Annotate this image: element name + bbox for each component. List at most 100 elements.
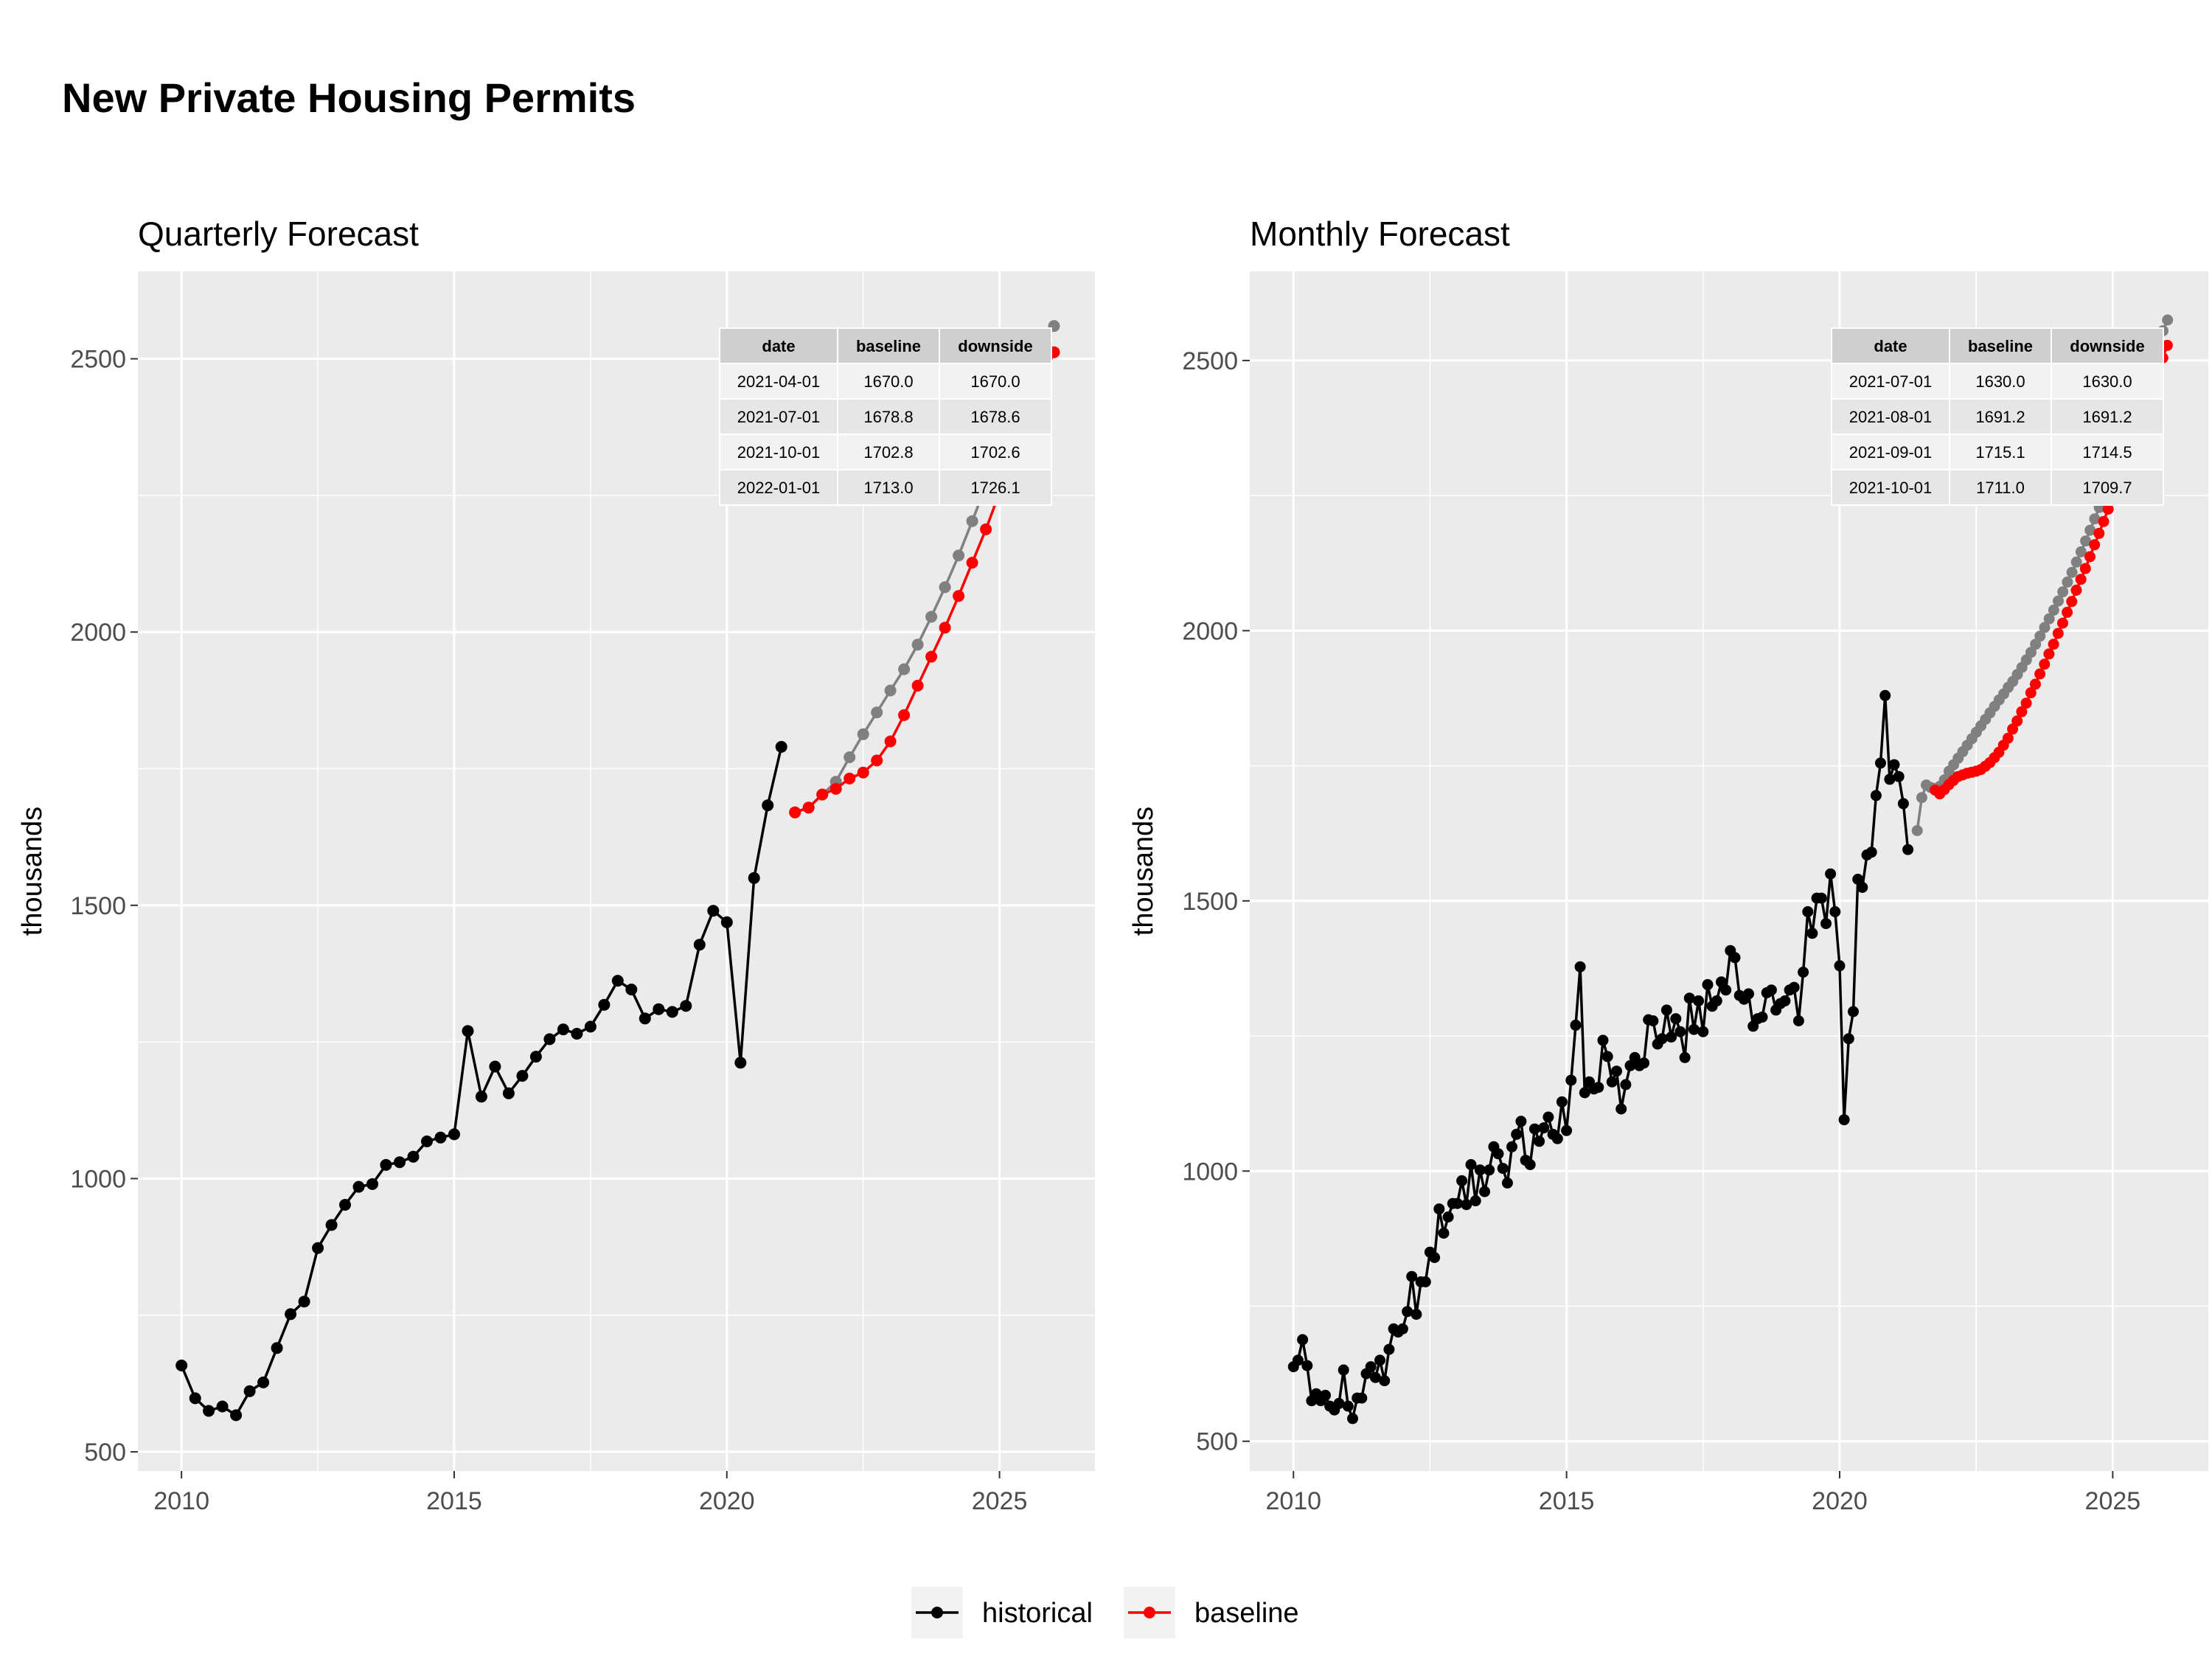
data-point-historical bbox=[1492, 1148, 1504, 1160]
table-cell bbox=[1831, 434, 1950, 470]
table-cell bbox=[1949, 434, 2052, 470]
table-header-date: date bbox=[762, 337, 795, 355]
data-point-baseline bbox=[2007, 723, 2019, 735]
data-point-historical bbox=[1301, 1360, 1313, 1371]
table-cell bbox=[719, 363, 838, 400]
data-point-downside bbox=[2089, 513, 2101, 525]
data-point-historical bbox=[653, 1003, 665, 1015]
table-cell-value: 1691.2 bbox=[1975, 408, 2025, 426]
data-point-historical bbox=[1556, 1096, 1568, 1107]
data-point-historical bbox=[175, 1359, 188, 1371]
data-point-baseline bbox=[884, 735, 897, 748]
data-point-historical bbox=[1593, 1082, 1604, 1093]
data-point-historical bbox=[489, 1060, 501, 1073]
y-axis-label: thousands bbox=[17, 807, 48, 936]
data-point-baseline bbox=[953, 590, 965, 602]
data-point-historical bbox=[325, 1219, 338, 1231]
data-point-baseline bbox=[939, 622, 951, 634]
data-point-downside bbox=[966, 515, 978, 527]
series-group bbox=[1287, 314, 2174, 1425]
table-header-date: date bbox=[1874, 337, 1907, 355]
x-tick-label: 2020 bbox=[1812, 1487, 1868, 1515]
table-cell bbox=[939, 363, 1052, 400]
data-point-historical bbox=[1461, 1199, 1472, 1211]
data-point-historical bbox=[1765, 984, 1777, 996]
data-point-historical bbox=[625, 984, 638, 995]
data-point-baseline bbox=[2043, 648, 2055, 660]
data-point-historical bbox=[1683, 992, 1695, 1004]
data-point-downside bbox=[2057, 586, 2069, 598]
data-point-baseline bbox=[2020, 698, 2032, 709]
data-point-historical bbox=[1716, 976, 1727, 988]
data-point-downside bbox=[2034, 630, 2046, 642]
data-point-historical bbox=[762, 799, 774, 812]
data-point-historical bbox=[1484, 1164, 1495, 1176]
data-point-historical bbox=[1452, 1197, 1463, 1209]
data-point-historical bbox=[1561, 1124, 1573, 1136]
table-header-baseline: baseline bbox=[1968, 337, 2033, 355]
data-point-historical bbox=[1825, 868, 1837, 880]
data-point-historical bbox=[1865, 846, 1877, 858]
data-point-downside bbox=[2084, 524, 2096, 536]
data-point-historical bbox=[598, 998, 611, 1011]
data-point-baseline bbox=[966, 557, 978, 569]
table-cell bbox=[837, 469, 940, 506]
data-point-baseline bbox=[2093, 527, 2105, 539]
data-point-historical bbox=[1406, 1270, 1418, 1282]
data-point-historical bbox=[1524, 1159, 1536, 1170]
legend: historical baseline bbox=[911, 1587, 1299, 1638]
data-point-downside bbox=[857, 728, 869, 740]
data-point-historical bbox=[1297, 1334, 1309, 1346]
table-cell-value: 1709.7 bbox=[2082, 479, 2132, 497]
data-point-historical bbox=[1374, 1354, 1385, 1366]
data-point-baseline bbox=[2084, 551, 2096, 563]
data-point-historical bbox=[1574, 961, 1586, 973]
data-point-baseline bbox=[871, 754, 883, 767]
data-point-historical bbox=[243, 1385, 256, 1397]
data-point-baseline bbox=[2048, 639, 2059, 650]
data-point-historical bbox=[1788, 981, 1800, 993]
table-cell-value: 2021-09-01 bbox=[1849, 443, 1933, 462]
table-cell-value: 2021-04-01 bbox=[737, 372, 821, 391]
data-point-historical bbox=[516, 1070, 529, 1082]
table-cell bbox=[2051, 434, 2164, 470]
data-point-historical bbox=[1579, 1087, 1590, 1099]
data-point-historical bbox=[1497, 1163, 1509, 1175]
data-point-historical bbox=[1543, 1111, 1554, 1123]
data-point-historical bbox=[557, 1023, 569, 1036]
data-point-historical bbox=[1470, 1195, 1481, 1207]
data-point-historical bbox=[611, 975, 624, 987]
x-tick-label: 2010 bbox=[153, 1487, 209, 1515]
data-point-historical bbox=[1356, 1392, 1368, 1404]
data-point-historical bbox=[1629, 1051, 1641, 1063]
y-tick-label: 2500 bbox=[70, 346, 126, 374]
data-point-historical bbox=[1397, 1323, 1408, 1335]
data-point-historical bbox=[1419, 1276, 1431, 1287]
data-point-historical bbox=[1320, 1389, 1331, 1401]
data-point-historical bbox=[1383, 1343, 1395, 1355]
data-point-historical bbox=[1720, 984, 1732, 996]
data-point-historical bbox=[1442, 1211, 1454, 1222]
data-point-baseline bbox=[2039, 658, 2051, 670]
y-tick-label: 500 bbox=[1196, 1428, 1238, 1456]
table-cell-value: 1726.1 bbox=[970, 479, 1020, 497]
table-cell-value: 1630.0 bbox=[2082, 372, 2132, 391]
table-cell bbox=[719, 469, 838, 506]
data-point-baseline bbox=[2066, 596, 2078, 608]
data-point-historical bbox=[734, 1057, 747, 1069]
table-cell-value: 1713.0 bbox=[863, 479, 913, 497]
data-point-historical bbox=[1601, 1051, 1613, 1062]
y-tick-label: 1500 bbox=[70, 892, 126, 920]
data-point-downside bbox=[939, 581, 951, 594]
y-tick-label: 2000 bbox=[1182, 617, 1238, 645]
data-point-baseline bbox=[2025, 687, 2037, 699]
x-tick-label: 2025 bbox=[972, 1487, 1028, 1515]
table-cell-value: 1702.6 bbox=[970, 443, 1020, 462]
y-tick-label: 1000 bbox=[70, 1165, 126, 1193]
data-point-downside bbox=[953, 549, 965, 562]
data-point-historical bbox=[707, 905, 720, 917]
data-point-historical bbox=[1333, 1397, 1345, 1409]
data-point-baseline bbox=[2098, 515, 2110, 527]
data-point-historical bbox=[1511, 1128, 1523, 1140]
